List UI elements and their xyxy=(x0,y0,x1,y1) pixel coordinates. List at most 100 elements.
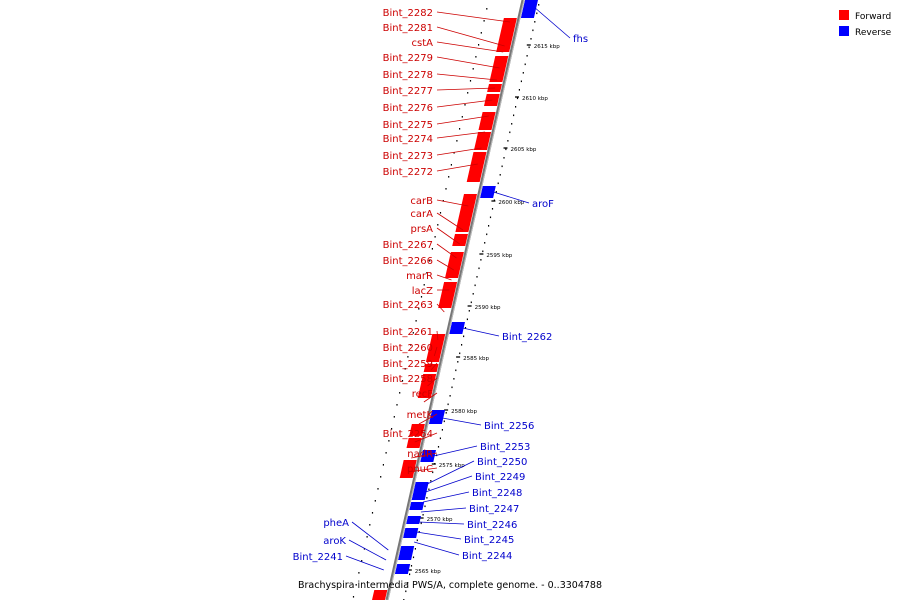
scale-dot xyxy=(415,320,417,322)
reverse-gene-label: Bint_2247 xyxy=(469,504,519,515)
reverse-label-leader xyxy=(420,507,467,513)
scale-dot xyxy=(497,182,499,185)
gene-blocks xyxy=(372,0,538,600)
scale-dot xyxy=(536,12,538,15)
scale-dot xyxy=(451,386,453,389)
legend-forward-swatch xyxy=(839,10,849,20)
scale-dot xyxy=(399,392,401,394)
label-leaders xyxy=(345,7,571,571)
scale-dot xyxy=(472,293,474,295)
scale-dot xyxy=(499,174,501,176)
reverse-label-leader xyxy=(442,417,482,426)
scale-dot xyxy=(445,188,447,190)
scale-dot xyxy=(396,404,398,406)
scale-dot xyxy=(520,80,522,83)
scale-tick-label: 2580 kbp xyxy=(451,409,477,415)
forward-gene-label: Bint_2267 xyxy=(383,240,433,251)
forward-gene-block xyxy=(466,152,487,182)
scale-tick-label: 2570 kbp xyxy=(427,517,453,523)
scale-dot xyxy=(486,8,488,10)
reverse-gene-block xyxy=(406,516,421,524)
reverse-label-leader xyxy=(351,521,389,551)
scale-dot xyxy=(495,191,497,193)
forward-label-leader xyxy=(436,115,489,125)
scale-dot xyxy=(522,72,524,74)
forward-label-leader xyxy=(436,330,439,341)
reverse-label-leader xyxy=(433,445,478,457)
forward-gene-block xyxy=(452,234,468,246)
genome-backbone-highlight xyxy=(387,0,525,600)
scale-dot xyxy=(472,68,474,70)
gene-labels: Bint_2282 Bint_2281 cstA Bint_2279 Bint_2278… xyxy=(293,8,588,563)
scale-dot xyxy=(385,452,387,454)
forward-label-leader xyxy=(418,413,438,425)
reverse-gene-label: Bint_2245 xyxy=(464,535,514,546)
scale-dot xyxy=(442,200,444,202)
genome-backbone xyxy=(385,0,525,600)
scale-dot xyxy=(456,140,458,142)
reverse-gene-label: aroF xyxy=(532,199,554,210)
scale-dot xyxy=(434,236,436,238)
reverse-gene-label: Bint_2244 xyxy=(462,551,512,562)
reverse-label-leader xyxy=(427,460,475,485)
legend-forward-label: Forward xyxy=(855,12,891,22)
scale-dot xyxy=(380,476,382,478)
scale-dot xyxy=(416,539,418,542)
forward-label-leader xyxy=(436,259,455,271)
forward-gene-label: carB xyxy=(410,196,433,207)
forward-gene-label: cstA xyxy=(412,38,434,49)
scale-dot xyxy=(459,128,461,130)
scale-dot xyxy=(455,369,457,372)
scale-tick-label: 2575 kbp xyxy=(439,463,465,469)
scale-dot xyxy=(414,548,416,550)
forward-gene-block xyxy=(372,590,388,600)
scale-dot xyxy=(369,524,371,526)
scale-ticks: 2615 kbp 2610 kbp 2605 kbp 2600 kbp 2595 kbp… xyxy=(407,44,560,575)
scale-dot xyxy=(366,536,368,538)
forward-gene-block xyxy=(438,282,458,308)
forward-gene-label: Bint_2275 xyxy=(383,120,433,131)
scale-dot xyxy=(412,556,415,559)
reverse-gene-label: Bint_2246 xyxy=(467,520,517,531)
scale-dot xyxy=(453,152,455,154)
scale-dot xyxy=(448,176,450,178)
reverse-label-leader xyxy=(413,541,460,556)
scale-dot xyxy=(501,165,503,168)
scale-dot xyxy=(388,440,390,442)
reverse-gene-label: fhs xyxy=(573,34,588,45)
forward-gene-block xyxy=(425,334,446,362)
scale-dot xyxy=(489,216,492,219)
forward-gene-label: Bint_2274 xyxy=(383,134,433,145)
scale-dot xyxy=(423,284,425,286)
forward-gene-label: Bint_2278 xyxy=(383,70,433,81)
reverse-label-leader xyxy=(423,491,470,503)
scale-dot xyxy=(391,428,393,430)
scale-dot xyxy=(538,4,540,6)
forward-label-leader xyxy=(433,346,438,357)
scale-dot xyxy=(461,344,463,346)
genome-caption: Brachyspira intermedia PWS/A, complete g… xyxy=(298,580,602,591)
forward-gene-label: Bint_2259 xyxy=(383,359,433,370)
scale-tick-label: 2600 kbp xyxy=(498,200,524,206)
scale-dot xyxy=(524,63,526,66)
legend: Forward Reverse xyxy=(839,10,892,38)
forward-label-leader xyxy=(436,243,457,259)
forward-gene-block xyxy=(455,194,477,232)
scale-dot xyxy=(528,46,530,49)
forward-label-leader xyxy=(414,432,438,443)
scale-dot xyxy=(509,131,511,134)
scale-dot xyxy=(507,140,509,142)
scale-dot xyxy=(404,368,406,370)
scale-dot xyxy=(482,250,484,253)
scale-tick-label: 2590 kbp xyxy=(475,305,501,311)
scale-dot xyxy=(382,464,384,466)
scale-dot xyxy=(457,361,459,363)
forward-gene-label: pnuC xyxy=(407,464,433,475)
scale-dot xyxy=(474,284,476,287)
forward-label-leader xyxy=(430,362,438,371)
forward-label-leader xyxy=(436,87,496,91)
scale-tick-label: 2605 kbp xyxy=(511,147,537,153)
forward-gene-block xyxy=(496,18,517,52)
forward-gene-label: recF xyxy=(412,389,434,400)
scale-dot xyxy=(430,480,432,482)
